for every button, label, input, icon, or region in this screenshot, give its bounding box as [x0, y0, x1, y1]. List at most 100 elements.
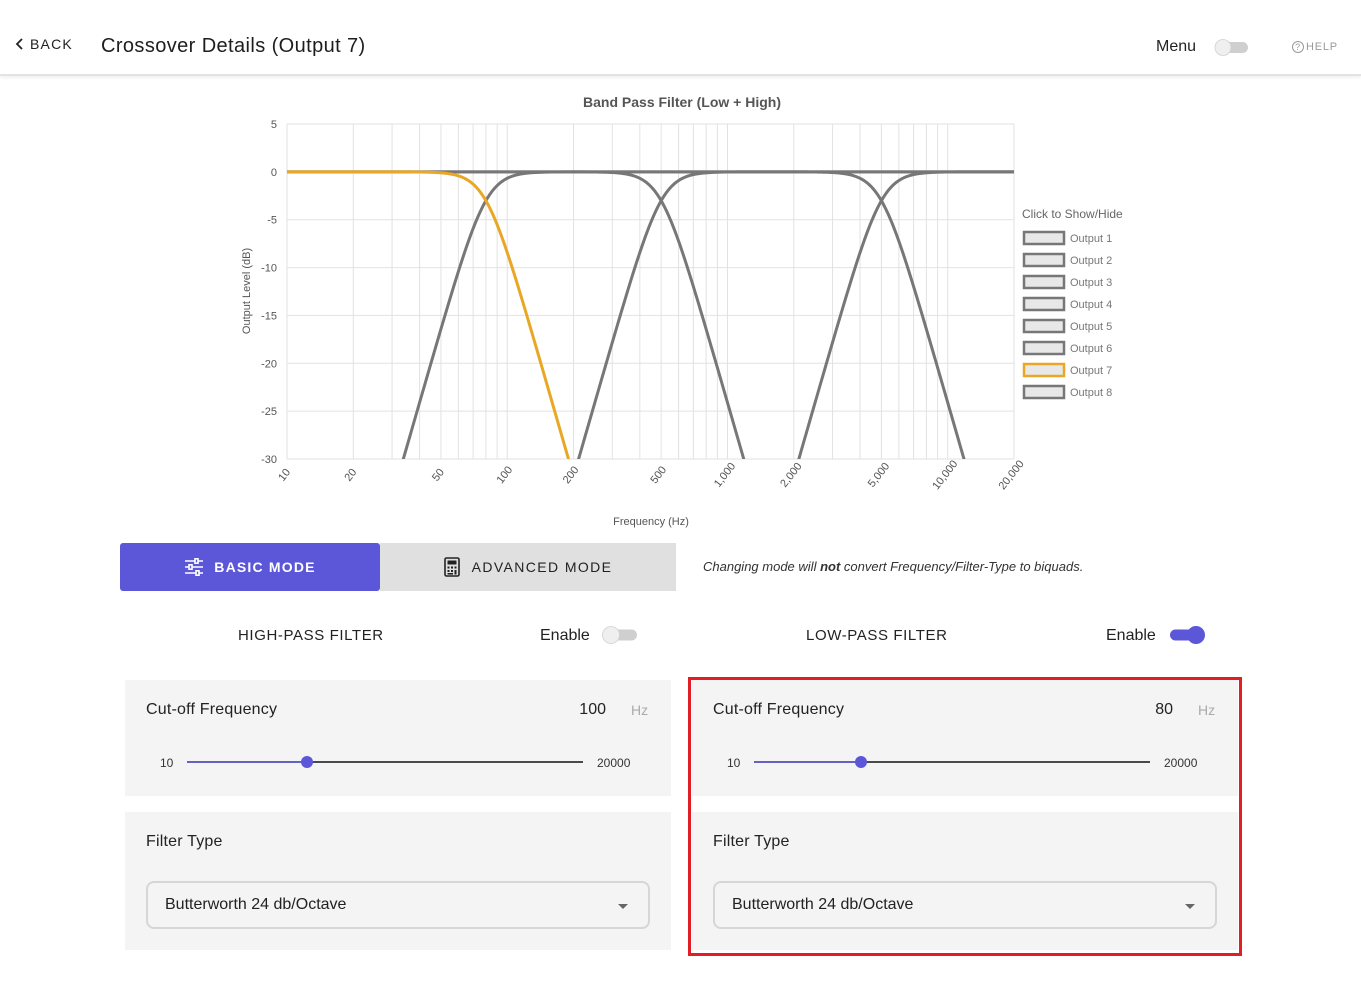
high-pass-cutoff-panel: Cut-off Frequency 100 Hz 10 20000 — [125, 680, 671, 796]
low-pass-cutoff-unit: Hz — [1198, 702, 1216, 718]
legend-swatch — [1022, 318, 1066, 334]
high-pass-filter-type-label: Filter Type — [146, 833, 223, 850]
x-tick-label: 20 — [342, 467, 359, 484]
y-tick-label: -30 — [261, 454, 277, 466]
legend-item-output-3[interactable]: Output 3 — [1022, 274, 1112, 290]
high-pass-filter-type-panel: Filter Type Butterworth 24 db/Octave — [125, 812, 671, 950]
high-pass-range-max: 20000 — [597, 756, 631, 770]
mode-note-text: Changing mode will — [703, 559, 821, 574]
high-pass-cutoff-label: Cut-off Frequency — [146, 701, 278, 718]
calculator-icon — [443, 557, 460, 577]
basic-mode-label: BASIC MODE — [214, 559, 316, 575]
mode-note-text-end: convert Frequency/Filter-Type to biquads… — [840, 559, 1084, 574]
help-button[interactable]: ? HELP — [1292, 41, 1338, 53]
legend-item-output-8[interactable]: Output 8 — [1022, 384, 1112, 400]
x-tick-label: 10,000 — [930, 458, 960, 492]
legend-swatch — [1022, 384, 1066, 400]
advanced-mode-label: ADVANCED MODE — [471, 559, 613, 575]
x-tick-label: 500 — [648, 464, 669, 486]
legend-swatch — [1022, 362, 1066, 378]
high-pass-cutoff-unit: Hz — [631, 702, 649, 718]
chevron-left-icon — [15, 38, 23, 50]
low-pass-range-min: 10 — [727, 756, 741, 770]
high-pass-enable-label: Enable — [540, 627, 590, 644]
low-pass-enable-toggle[interactable] — [1168, 625, 1206, 645]
legend-label: Output 5 — [1070, 321, 1112, 333]
x-tick-label: 20,000 — [997, 458, 1027, 492]
back-label: BACK — [30, 36, 73, 52]
low-pass-title: LOW-PASS FILTER — [806, 627, 948, 644]
legend-label: Output 6 — [1070, 343, 1112, 355]
low-pass-cutoff-panel: Cut-off Frequency 80 Hz 10 20000 — [692, 680, 1238, 796]
low-pass-cutoff-label: Cut-off Frequency — [713, 701, 845, 718]
legend-swatch — [1022, 274, 1066, 290]
high-pass-filter-type-select[interactable]: Butterworth 24 db/Octave — [146, 881, 650, 929]
x-axis-label: Frequency (Hz) — [613, 516, 689, 528]
x-tick-label: 10 — [276, 467, 293, 484]
x-tick-label: 100 — [494, 464, 515, 486]
low-pass-filter-type-panel: Filter Type Butterworth 24 db/Octave — [692, 812, 1238, 950]
menu-label: Menu — [1156, 38, 1197, 55]
help-circle-icon: ? — [1292, 41, 1304, 53]
y-tick-label: -10 — [261, 263, 277, 275]
legend-label: Output 3 — [1070, 277, 1112, 289]
chart-title: Band Pass Filter (Low + High) — [583, 94, 781, 110]
y-tick-label: -5 — [267, 215, 277, 227]
basic-mode-button[interactable]: BASIC MODE — [120, 543, 380, 591]
page-title: Crossover Details (Output 7) — [101, 35, 366, 57]
legend-label: Output 7 — [1070, 365, 1112, 377]
series-line-output-3 — [577, 170, 1014, 459]
legend-swatch — [1022, 252, 1066, 268]
x-tick-label: 50 — [430, 467, 447, 484]
high-pass-cutoff-value[interactable]: 100 — [579, 701, 606, 718]
low-pass-filter-type-value: Butterworth 24 db/Octave — [732, 896, 914, 913]
legend-swatch — [1022, 230, 1066, 246]
x-tick-label: 2,000 — [778, 461, 804, 490]
series-line-output-7 — [287, 170, 571, 459]
legend-item-output-7[interactable]: Output 7 — [1022, 362, 1112, 378]
legend-swatch — [1022, 296, 1066, 312]
legend-item-output-6[interactable]: Output 6 — [1022, 340, 1112, 356]
chart-legend[interactable]: Output 1 Output 2 Output 3 Output 4 Output 5… — [1022, 230, 1112, 400]
y-tick-label: -15 — [261, 310, 277, 322]
sliders-icon — [185, 558, 204, 576]
low-pass-filter-type-select[interactable]: Butterworth 24 db/Octave — [713, 881, 1217, 929]
legend-label: Output 1 — [1070, 233, 1112, 245]
help-label: HELP — [1306, 41, 1338, 53]
x-tick-label: 5,000 — [866, 461, 892, 490]
legend-item-output-2[interactable]: Output 2 — [1022, 252, 1112, 268]
legend-label: Output 2 — [1070, 255, 1112, 267]
advanced-mode-button[interactable]: ADVANCED MODE — [380, 543, 676, 591]
y-axis-label: Output Level (dB) — [241, 248, 253, 334]
y-tick-label: -20 — [261, 358, 277, 370]
legend-item-output-4[interactable]: Output 4 — [1022, 296, 1112, 312]
high-pass-enable-toggle[interactable] — [601, 625, 639, 645]
chart-series — [287, 170, 1014, 459]
high-pass-cutoff-slider[interactable] — [187, 755, 583, 769]
y-tick-label: 5 — [271, 119, 277, 131]
series-group — [287, 170, 1014, 459]
series-line-output-4 — [797, 170, 1014, 459]
legend-item-output-5[interactable]: Output 5 — [1022, 318, 1112, 334]
high-pass-filter-type-value: Butterworth 24 db/Octave — [165, 896, 347, 913]
top-bar: BACK Crossover Details (Output 7) Menu ?… — [0, 0, 1361, 76]
caret-down-icon — [1185, 904, 1195, 909]
slider-thumb[interactable] — [301, 756, 313, 768]
low-pass-cutoff-value[interactable]: 80 — [1155, 701, 1173, 718]
menu-toggle[interactable] — [1214, 38, 1250, 56]
slider-thumb[interactable] — [855, 756, 867, 768]
x-tick-labels: 10 20 50 100 200 500 1,000 2,000 5,000 10,000 20,0… — [276, 458, 1027, 492]
high-pass-range-min: 10 — [160, 756, 174, 770]
x-tick-label: 200 — [561, 464, 582, 486]
legend-item-output-1[interactable]: Output 1 — [1022, 230, 1112, 246]
chart-grid — [286, 123, 1015, 460]
crossover-chart: Band Pass Filter (Low + High) 50-5-10-15… — [241, 94, 1123, 528]
legend-swatch — [1022, 340, 1066, 356]
back-button[interactable]: BACK — [14, 36, 73, 52]
mode-note-emphasis: not — [820, 559, 841, 574]
low-pass-filter-type-label: Filter Type — [713, 833, 790, 850]
low-pass-enable-label: Enable — [1106, 627, 1156, 644]
caret-down-icon — [618, 904, 628, 909]
low-pass-cutoff-slider[interactable] — [754, 755, 1150, 769]
y-tick-label: 0 — [271, 167, 277, 179]
